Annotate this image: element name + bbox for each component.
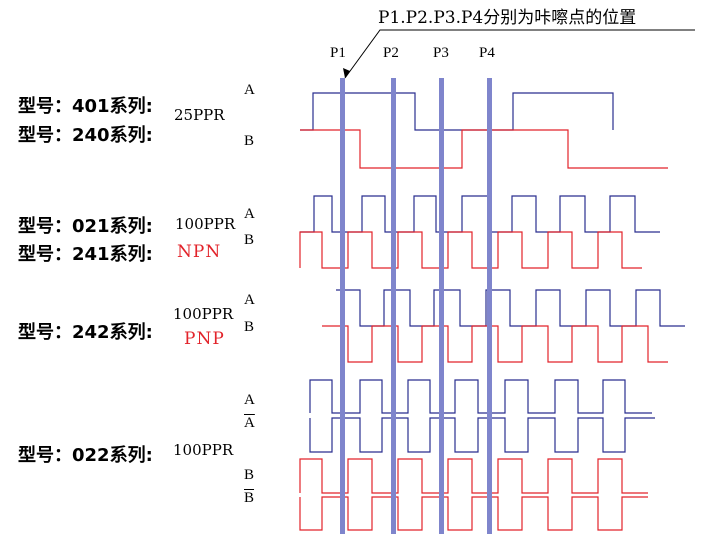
- p1-label: P1: [330, 45, 346, 61]
- waveform-a-inverted: [309, 417, 655, 453]
- channel-a-inverted-label: A: [244, 415, 255, 431]
- p4-label: P4: [479, 45, 495, 61]
- marker-p2: [391, 78, 396, 534]
- channel-a-label: A: [244, 82, 255, 98]
- channel-a-label: A: [244, 392, 255, 408]
- channel-b-label: B: [244, 133, 255, 149]
- annotation-arrowhead: [343, 68, 350, 78]
- model-021-label: 型号：021系列:: [18, 216, 153, 237]
- model-401-label: 型号：401系列:: [18, 96, 153, 117]
- pnp-type-label: PNP: [184, 329, 225, 349]
- channel-a-label: A: [244, 292, 255, 308]
- p3-label: P3: [433, 45, 449, 61]
- marker-p3: [439, 78, 444, 534]
- model-240-label: 型号：240系列:: [18, 125, 153, 146]
- ppr-25-label: 25PPR: [174, 106, 225, 124]
- marker-p1: [340, 78, 345, 534]
- channel-b-label: B: [244, 319, 255, 335]
- ppr-100-pnp-label: 100PPR: [173, 305, 234, 323]
- waveform-b-inverted: [299, 496, 648, 531]
- annotation-text: P1.P2.P3.P4分别为咔嚓点的位置: [378, 8, 637, 28]
- model-241-label: 型号：241系列:: [18, 244, 153, 265]
- channel-b-label: B: [244, 467, 255, 483]
- waveform-a-npn: [300, 195, 660, 233]
- ppr-100-npn-label: 100PPR: [175, 215, 236, 233]
- model-242-label: 型号：242系列:: [18, 322, 153, 343]
- channel-b-inverted-label: B: [244, 490, 255, 506]
- ppr-100-022-label: 100PPR: [173, 441, 234, 459]
- waveform-a-pnp: [336, 289, 685, 327]
- waveform-b-npn: [299, 231, 642, 269]
- waveform-a-401: [300, 92, 614, 131]
- p2-label: P2: [383, 45, 399, 61]
- npn-type-label: NPN: [177, 242, 222, 262]
- annotation-leader-line: [344, 29, 695, 79]
- marker-p4: [487, 78, 492, 534]
- waveform-b-differential: [299, 458, 648, 494]
- channel-b-label: B: [244, 232, 255, 248]
- waveform-a-differential: [309, 379, 652, 414]
- channel-a-label: A: [244, 206, 255, 222]
- model-022-label: 型号：022系列:: [18, 445, 153, 466]
- waveform-b-401: [300, 129, 668, 169]
- waveform-b-pnp: [322, 325, 668, 363]
